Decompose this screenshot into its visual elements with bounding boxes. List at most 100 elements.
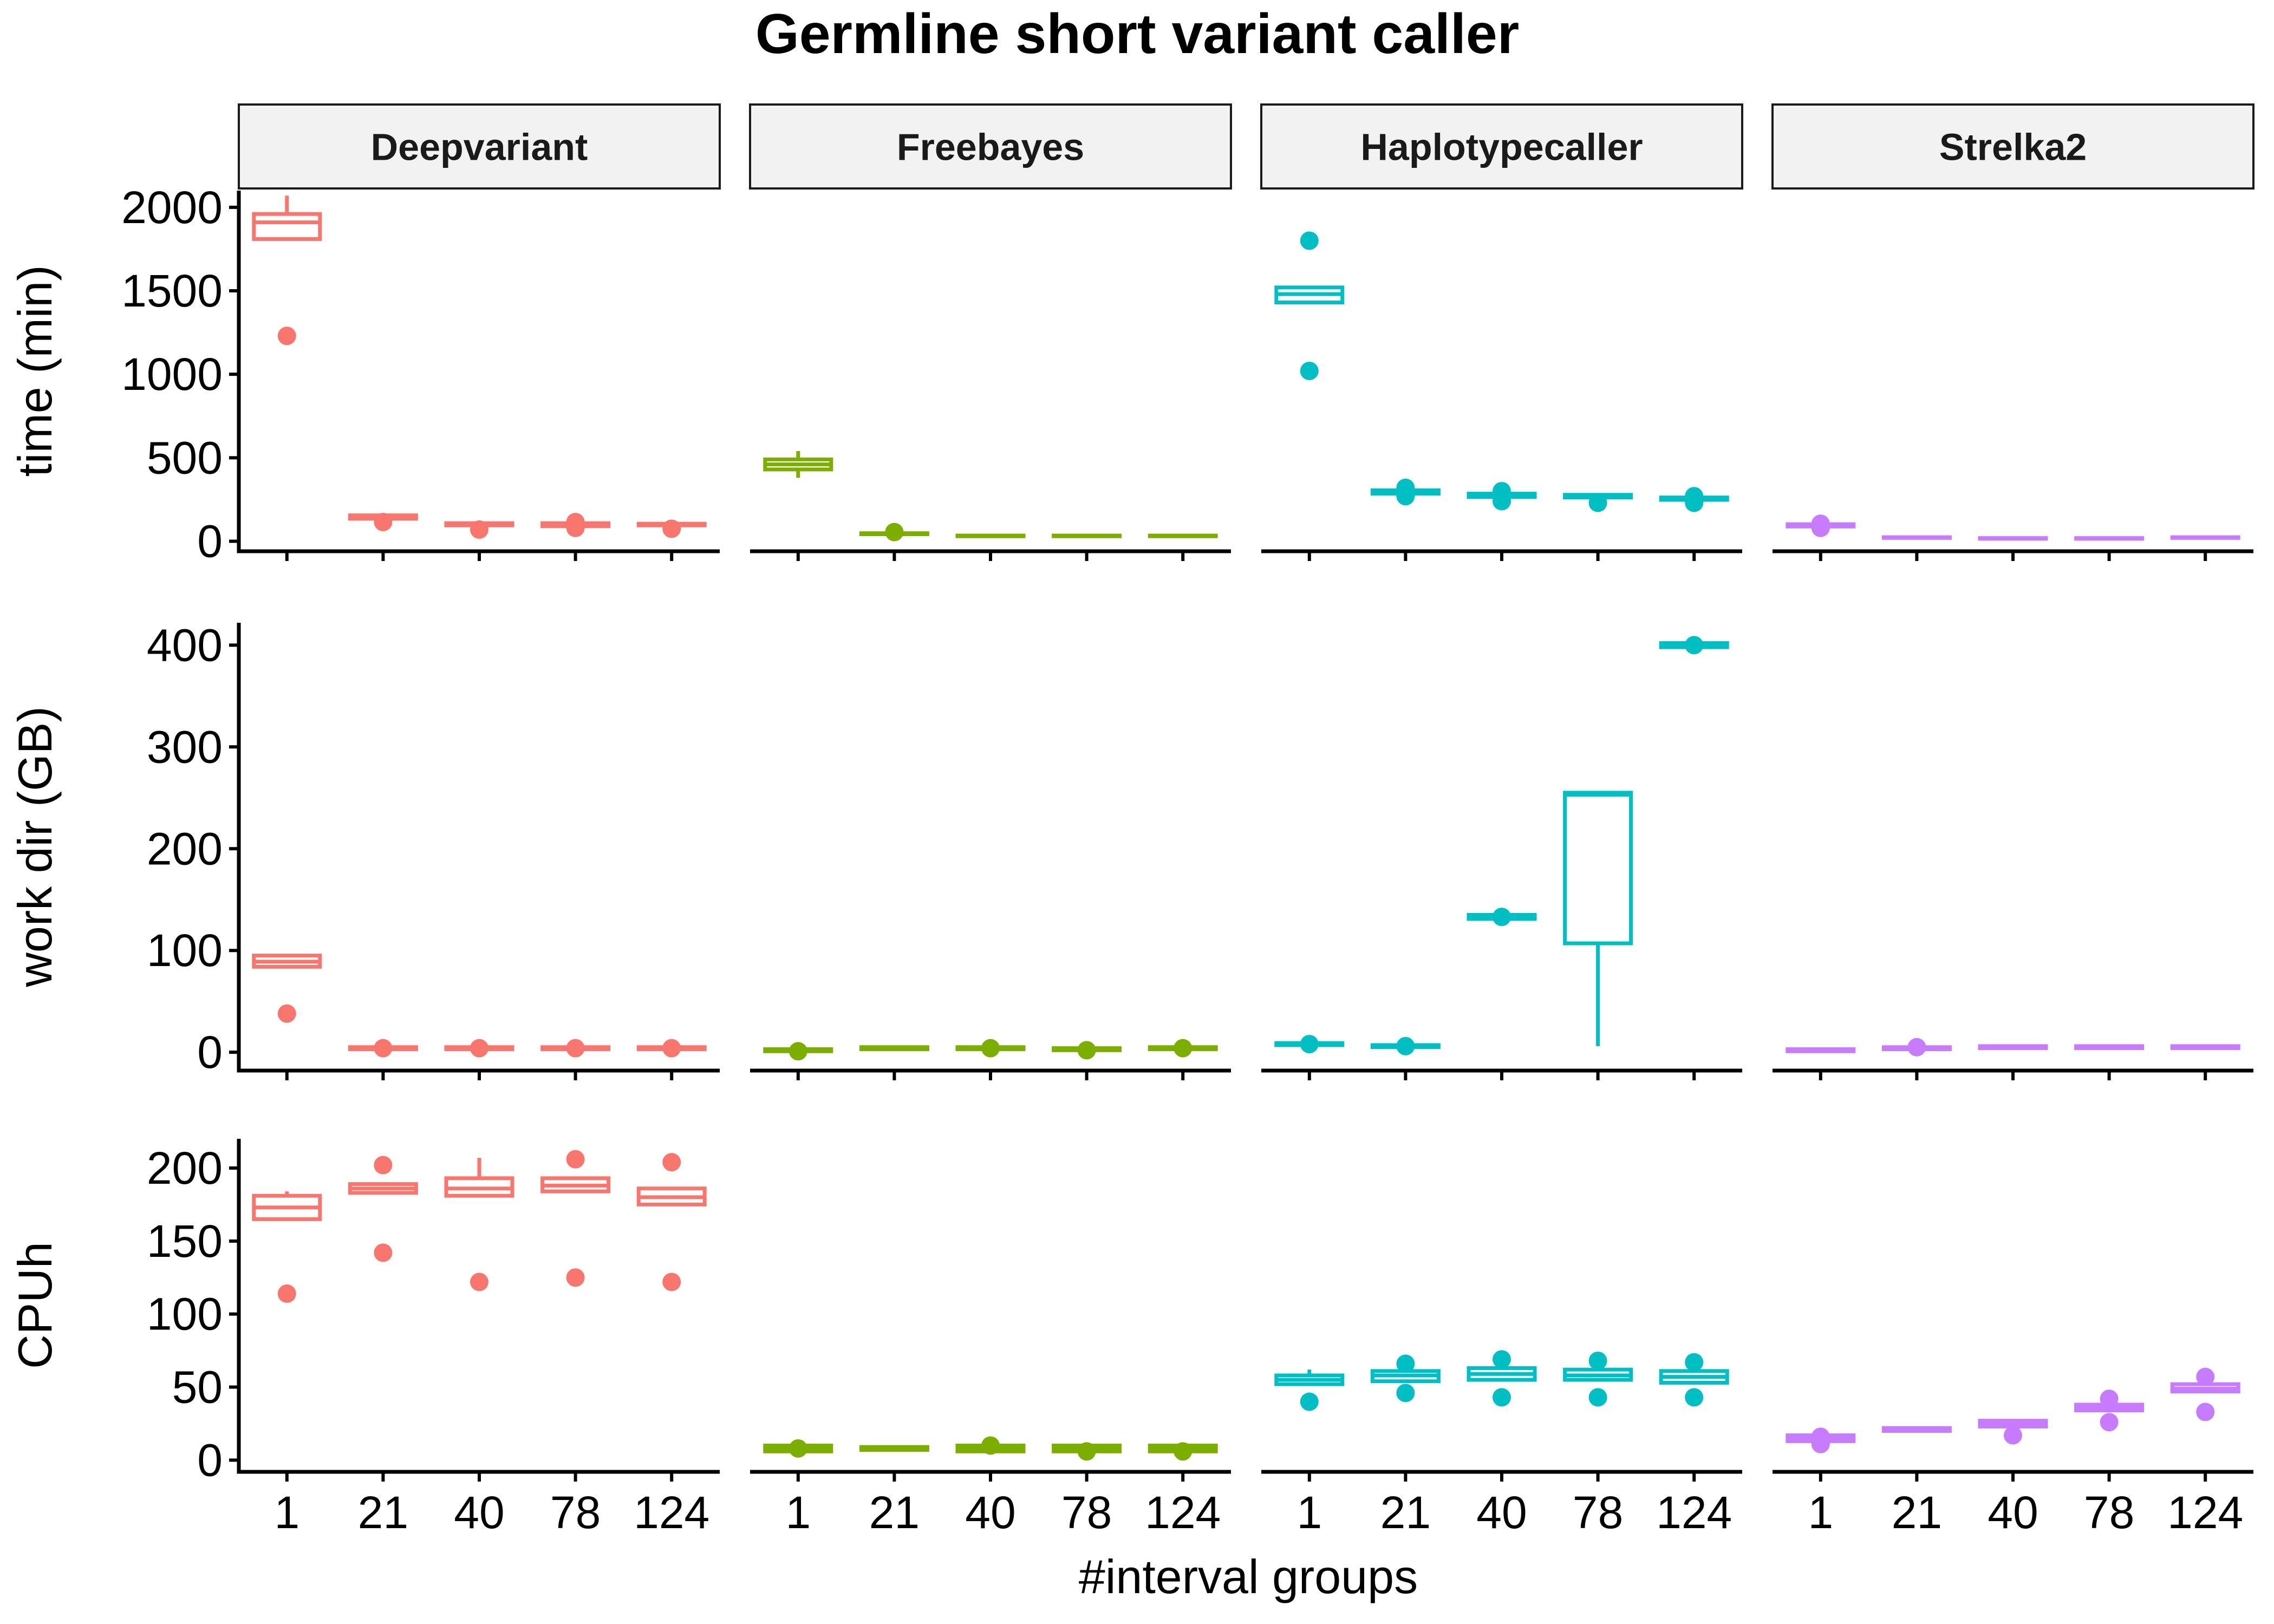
outlier-point [662, 1273, 681, 1292]
outlier-point [1300, 362, 1319, 380]
box-strelka2-21 [1881, 1038, 1952, 1056]
x-tick-label: 78 [1573, 1487, 1623, 1538]
facet-label-deepvariant: Deepvariant [371, 126, 588, 168]
x-tick-label: 21 [1380, 1487, 1431, 1538]
y-tick-label: 1500 [121, 265, 223, 316]
box-haplotypecaller-40 [1467, 908, 1537, 927]
box-strelka2-124 [2170, 1044, 2240, 1051]
x-axis-title: #interval groups [1079, 1550, 1418, 1603]
outlier-point [374, 513, 393, 532]
box-deepvariant-124 [636, 1153, 707, 1292]
box-freebayes-40 [955, 1039, 1026, 1058]
panel-freebayes-time-min [750, 451, 1231, 561]
outlier-point [2100, 1390, 2119, 1408]
outlier-point [1493, 1350, 1511, 1369]
panel-deepvariant-cpuh [237, 1139, 720, 1482]
box-freebayes-40 [955, 1436, 1026, 1455]
panel-strelka2-time-min [1773, 514, 2253, 561]
outlier-point [374, 1156, 393, 1175]
outlier-point [277, 1004, 296, 1023]
outlier-point [789, 1439, 807, 1458]
box-haplotypecaller-40 [1467, 1350, 1537, 1407]
outlier-point [1396, 1036, 1415, 1055]
box-strelka2-21 [1881, 535, 1952, 540]
outlier-point [566, 1268, 585, 1287]
panel-freebayes-work-dir-gb [750, 1039, 1231, 1080]
outlier-point [1685, 1353, 1704, 1372]
outlier-point [1811, 518, 1830, 537]
box-deepvariant-124 [636, 1039, 707, 1058]
facet-strip-deepvariant [238, 103, 721, 190]
box-freebayes-1 [763, 1042, 833, 1061]
y-axis-title-cpuh: CPUh [8, 1242, 62, 1369]
panel-strelka2-work-dir-gb [1773, 1038, 2253, 1080]
outlier-point [662, 1153, 681, 1172]
x-tick-label: 78 [550, 1487, 601, 1538]
box-strelka2-124 [2170, 1367, 2240, 1421]
plot-layer: Deepvariant Freebayes Haplotypecaller Strel… [8, 103, 2255, 1538]
y-tick-label: 150 [147, 1216, 223, 1267]
box-deepvariant-40 [444, 520, 514, 539]
x-tick-label: 40 [1476, 1487, 1527, 1538]
outlier-point [1493, 908, 1511, 927]
outlier-point [1396, 1354, 1415, 1373]
box-haplotypecaller-124 [1659, 1353, 1729, 1407]
outlier-point [1588, 493, 1607, 512]
outlier-point [662, 1039, 681, 1058]
box-deepvariant-21 [348, 1039, 418, 1058]
y-tick-label: 0 [197, 1027, 223, 1078]
x-tick-label: 124 [634, 1487, 709, 1538]
outlier-point [662, 519, 681, 538]
box-haplotypecaller-1 [1274, 1369, 1345, 1411]
outlier-point [277, 327, 296, 345]
box-strelka2-78 [2074, 1044, 2145, 1051]
box-body [1563, 791, 1633, 945]
panel-deepvariant-work-dir-gb [237, 623, 720, 1080]
outlier-point [1300, 1035, 1319, 1054]
y-tick-label: 100 [147, 925, 223, 976]
x-tick-label: 1 [1808, 1487, 1833, 1538]
box-deepvariant-78 [540, 1150, 611, 1287]
box-strelka2-78 [2074, 536, 2145, 541]
outlier-point [1174, 1039, 1193, 1058]
x-tick-label: 40 [454, 1487, 504, 1538]
outlier-point [981, 1436, 1000, 1455]
outlier-point [1685, 1388, 1704, 1407]
box-haplotypecaller-40 [1467, 482, 1537, 511]
box-deepvariant-1 [252, 1191, 322, 1303]
x-tick-label: 21 [869, 1487, 920, 1538]
outlier-point [566, 1150, 585, 1169]
outlier-point [566, 513, 585, 532]
y-tick-label: 300 [147, 721, 223, 772]
box-haplotypecaller-1 [1274, 1035, 1345, 1054]
panel-strelka2-cpuh [1773, 1367, 2253, 1482]
panel-freebayes-cpuh [750, 1436, 1231, 1482]
x-tick-label: 1 [785, 1487, 811, 1538]
outlier-point [470, 1039, 488, 1058]
box-deepvariant-78 [540, 513, 611, 537]
box-deepvariant-1 [252, 954, 322, 1023]
box-haplotypecaller-21 [1370, 1036, 1441, 1055]
outlier-point [2196, 1403, 2215, 1421]
x-tick-label: 78 [1061, 1487, 1112, 1538]
box-deepvariant-124 [636, 519, 707, 538]
outlier-point [1300, 1392, 1319, 1411]
box-deepvariant-40 [444, 1158, 514, 1292]
box-strelka2-78 [2074, 1390, 2145, 1432]
outlier-point [277, 1284, 296, 1303]
outlier-point [1077, 1442, 1096, 1461]
y-tick-label: 200 [147, 823, 223, 874]
x-tick-label: 124 [2167, 1487, 2243, 1538]
box-strelka2-40 [1978, 1044, 2048, 1051]
box-haplotypecaller-21 [1370, 478, 1441, 506]
box-freebayes-78 [1052, 1041, 1122, 1060]
outlier-point [789, 1042, 807, 1061]
outlier-point [566, 1039, 585, 1058]
x-tick-label: 1 [274, 1487, 299, 1538]
box-haplotypecaller-1 [1274, 231, 1345, 380]
box-deepvariant-21 [348, 1156, 418, 1262]
box-freebayes-21 [859, 1445, 929, 1452]
outlier-point [1396, 1384, 1415, 1403]
outlier-point [981, 1039, 1000, 1058]
